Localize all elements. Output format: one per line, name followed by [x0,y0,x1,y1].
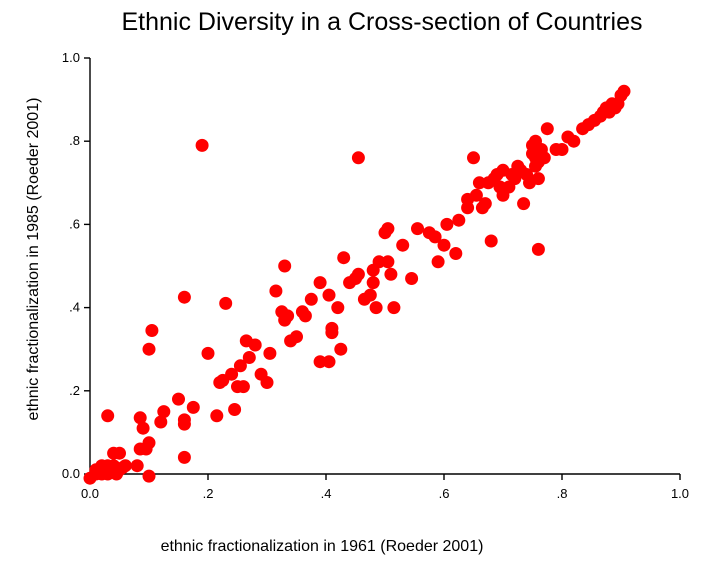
scatter-point [428,230,442,244]
scatter-point [325,326,339,340]
scatter-point [478,197,492,211]
scatter-point [405,272,419,285]
scatter-point [540,122,554,136]
scatter-point [263,346,277,360]
scatter-point [467,151,480,165]
scatter-point [177,290,191,304]
scatter-point [567,134,581,148]
scatter-point [322,355,336,369]
y-tick-label: 0.0 [62,466,80,481]
scatter-point [118,459,132,473]
scatter-point [113,446,126,460]
scatter-point [517,197,531,211]
scatter-point [186,400,200,414]
scatter-point [210,409,224,423]
scatter-point [334,342,348,356]
scatter-point [101,409,115,423]
scatter-point [537,151,551,165]
scatter-point [269,284,283,298]
scatter-point [440,217,454,231]
scatter-point [431,255,445,269]
scatter-point [298,309,312,323]
data-points [83,84,631,485]
scatter-point [142,342,156,356]
scatter-point [461,201,475,215]
scatter-point [225,367,239,381]
scatter-point [142,436,156,450]
scatter-point [290,330,303,344]
chart-title: Ethnic Diversity in a Cross-section of C… [121,8,642,36]
scatter-point [369,301,383,315]
scatter-point [411,222,424,236]
scatter-point [396,238,410,252]
scatter-point [437,238,451,252]
scatter-point [331,301,345,315]
y-axis-label: ethnic fractionalization in 1985 (Roeder… [25,98,42,421]
scatter-point [133,411,147,425]
scatter-point [472,176,486,190]
scatter-point [351,267,365,281]
scatter-point [381,222,395,236]
x-tick-label: .8 [557,486,568,501]
scatter-point [337,251,351,265]
scatter-point [617,84,631,98]
scatter-point [384,267,398,281]
scatter-point [142,469,156,483]
scatter-point [452,213,466,227]
scatter-point [177,413,191,427]
scatter-point [531,242,545,256]
scatter-point [172,392,185,406]
scatter-point [136,421,150,435]
scatter-point [201,346,215,360]
y-tick-label: .8 [69,133,80,148]
scatter-point [449,247,463,260]
y-axis-ticks: 0.0 .2 .4 .6 .8 1.0 [62,50,90,481]
scatter-point [260,376,274,389]
x-axis-label: ethnic fractionalization in 1961 (Roeder… [161,538,484,555]
scatter-point [366,276,380,290]
scatter-point [242,351,256,364]
scatter-point [313,276,327,290]
scatter-point [228,403,242,416]
scatter-point [157,405,171,419]
y-tick-label: 1.0 [62,50,80,65]
x-tick-label: 0.0 [81,486,99,501]
scatter-point [219,296,233,310]
scatter-point [363,288,377,302]
scatter-point [154,415,168,429]
x-tick-label: .2 [203,486,214,501]
y-tick-label: .6 [69,216,80,231]
scatter-point [555,143,569,156]
x-axis-ticks: 0.0 .2 .4 .6 .8 1.0 [81,474,689,501]
scatter-point [236,380,250,394]
scatter-point [304,292,318,306]
x-tick-label: .6 [439,486,450,501]
scatter-point [484,234,498,248]
scatter-point [278,259,292,273]
scatter-point [177,450,191,464]
scatter-point [313,355,327,369]
scatter-point [381,255,395,269]
x-tick-label: .4 [321,486,332,501]
scatter-point [281,309,295,323]
x-tick-label: 1.0 [671,486,689,501]
scatter-point [387,301,401,315]
scatter-point [195,138,209,152]
y-tick-label: .4 [69,300,80,315]
scatter-point [351,151,365,165]
scatter-point [248,338,262,352]
plot-area: 0.0 .2 .4 .6 .8 1.0 0.0 .2 .4 .6 .8 1.0 [62,50,689,501]
scatter-point [469,188,483,202]
scatter-point [145,324,159,337]
y-tick-label: .2 [69,383,80,398]
scatter-point [322,288,336,302]
scatter-point [130,459,144,473]
scatter-point [233,359,247,373]
scatter-point [531,172,545,186]
